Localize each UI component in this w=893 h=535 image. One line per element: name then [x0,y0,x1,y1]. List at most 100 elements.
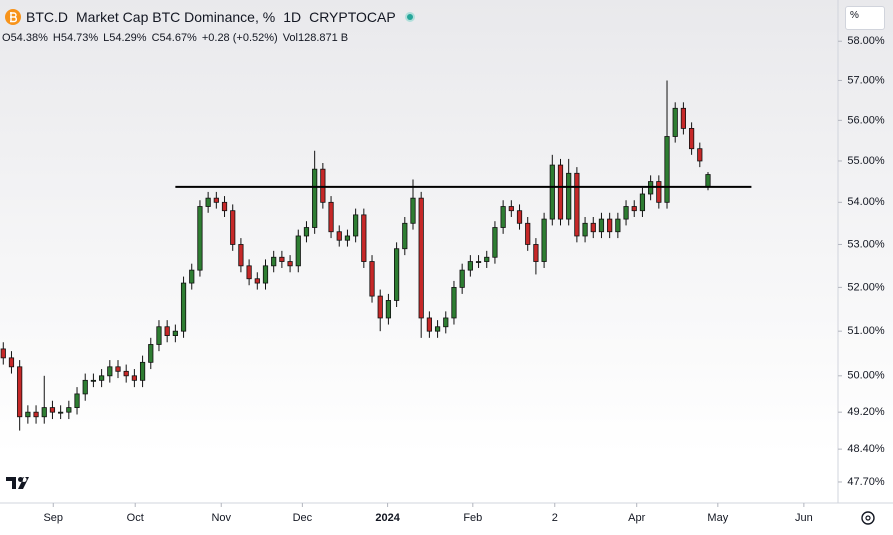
candle-body [492,227,498,258]
chart-title: Market Cap BTC Dominance, % [76,9,276,25]
candle-body [443,317,449,328]
candle-body [262,265,269,284]
candles [0,80,711,431]
candle-body [148,344,154,363]
candle-body [336,231,342,241]
candle-body [230,210,236,245]
candle-body [213,197,219,203]
candle-body [344,235,351,241]
candle-body [279,256,285,262]
candle-body [631,206,637,212]
y-tick-label: 52.00% [847,281,885,293]
y-tick-label: 54.00% [847,196,885,208]
candle-body [287,261,293,267]
candle-body [639,193,646,212]
candle-body [156,326,162,345]
candle-body [312,168,318,228]
candle-body [369,261,375,297]
candle-body [410,197,416,224]
candle-body [189,269,195,284]
ohlc-value: 54.67% [159,32,197,44]
y-tick-label: 58.00% [847,35,885,47]
x-tick-label: 2 [552,512,558,524]
candle-body [90,379,97,382]
candle-body [361,214,367,262]
candle-body [49,407,56,413]
candle-body [139,361,146,381]
candle-body [394,248,400,301]
ohlc-value: 54.38% [10,32,48,44]
x-tick-label: Jun [795,512,813,524]
btc-icon [5,9,21,25]
candle-body [295,235,301,267]
candle-body [66,407,72,413]
candle-body [377,295,383,319]
candle-body [402,222,408,250]
ohlc-legend: O54.38% H54.73% L54.29% C54.67% +0.28 (+0.52… [2,32,353,44]
candle-body [205,197,211,207]
candle-body [680,107,687,129]
candle-body [672,107,678,137]
candle-body [590,222,596,233]
x-tick-label: Apr [628,512,645,524]
x-tick-label: Nov [211,512,231,524]
candle-body [557,164,564,220]
candle-body [418,197,424,319]
symbol-header: BTC.D Market Cap BTC Dominance, % 1D CRY… [4,8,416,26]
x-tick-label: Feb [463,512,482,524]
candle-body [238,244,244,267]
y-tick-label: 48.40% [847,443,885,455]
candle-body [320,168,326,203]
candle-body [107,366,113,377]
candle-body [508,206,514,212]
candle-body [131,375,137,381]
candle-body [467,261,473,271]
x-tick-label: May [707,512,728,524]
candle-body [598,218,605,233]
candle-body [164,326,170,336]
candle-body [574,172,580,237]
candle-body [328,201,334,233]
y-tick-label: 56.00% [847,114,885,126]
candle-body [705,174,711,187]
candle-body [516,210,523,224]
candle-body [434,326,441,332]
candle-body [99,375,105,381]
candle-body [82,379,88,395]
candle-body [303,227,310,237]
ohlc-value: 54.29% [109,32,147,44]
exchange: CRYPTOCAP [309,9,396,25]
candle-body [484,256,490,262]
volume-key: Vol [282,32,298,44]
x-tick-label: Dec [293,512,313,524]
ohlc-key: H [52,32,61,44]
candle-body [566,172,572,220]
candle-body [475,261,482,263]
symbol: BTC.D [26,9,68,25]
candle-body [426,317,432,332]
ohlc-key: L [103,32,110,44]
candle-body [17,366,23,418]
ohlc-value: 54.73% [60,32,99,44]
candle-body [500,206,506,228]
candle-body [459,269,465,288]
candle-body [582,222,588,237]
status-dot [404,12,415,22]
candle-body [115,366,121,372]
candle-body [385,300,392,319]
candle-body [0,348,6,359]
candle-body [58,411,64,414]
ohlc-key: O [2,32,11,44]
candle-body [615,218,621,233]
candle-body [8,357,15,368]
x-tick-label: 2024 [375,512,400,524]
candle-body [41,407,47,418]
settings-icon[interactable] [861,511,875,525]
candle-body [623,206,629,220]
candle-body [246,265,252,280]
y-tick-label: 57.00% [847,74,885,86]
scale-button[interactable]: % [845,6,885,30]
candle-body [33,411,39,418]
